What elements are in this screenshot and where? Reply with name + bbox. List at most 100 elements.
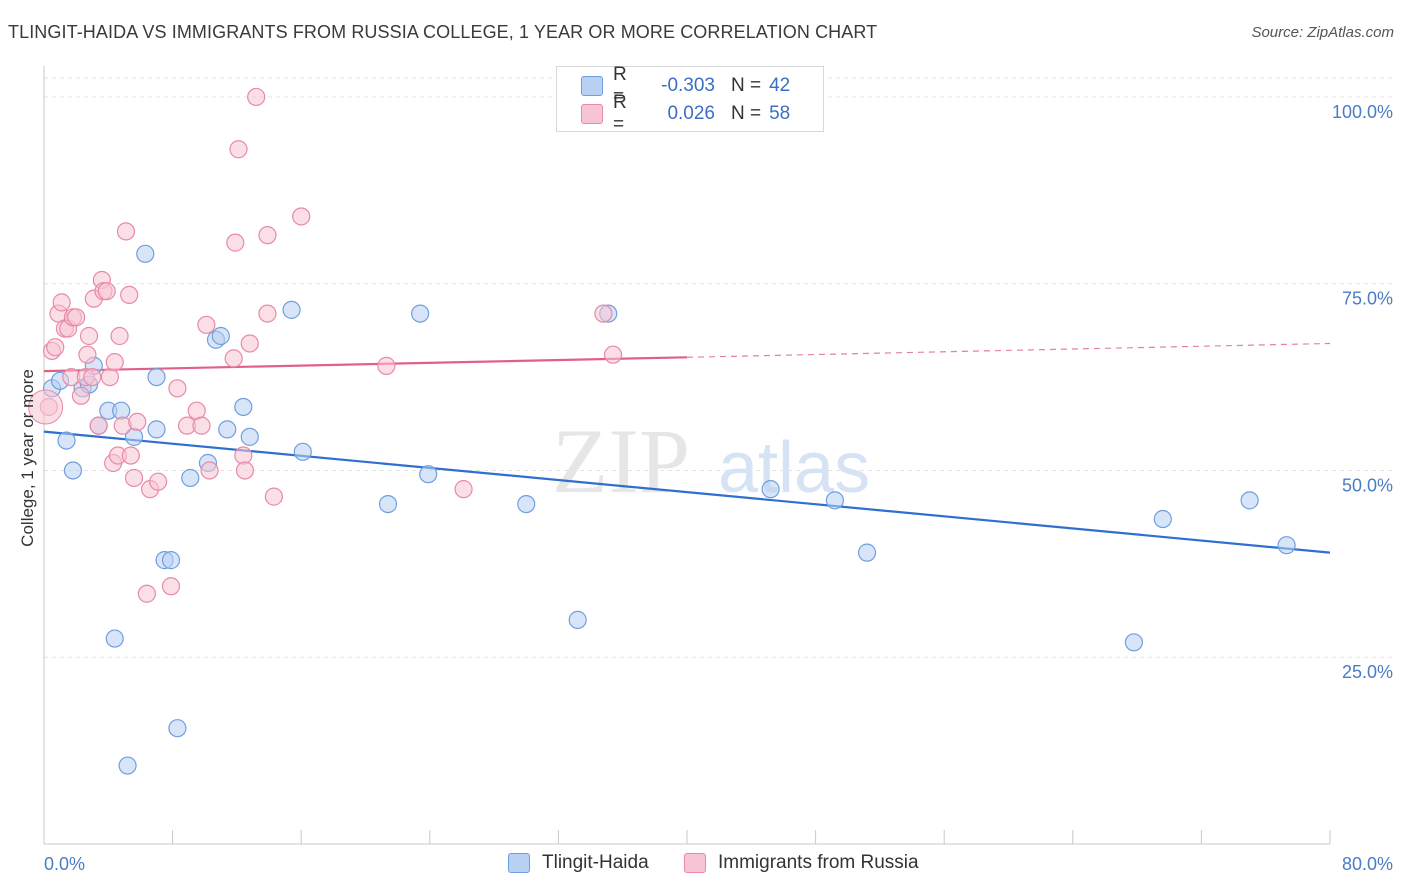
- point-tlingit-haida: [517, 494, 536, 514]
- trend-layer: [43, 342, 1331, 554]
- point-immigrants-russia: [234, 446, 253, 465]
- point-tlingit-haida: [282, 300, 301, 319]
- point-immigrants-russia: [46, 338, 65, 357]
- point-immigrants-russia: [67, 308, 86, 327]
- point-tlingit-haida: [1277, 536, 1296, 555]
- point-immigrants-russia: [161, 577, 181, 596]
- point-tlingit-haida: [1153, 509, 1172, 529]
- point-immigrants-russia: [110, 326, 129, 346]
- point-immigrants-russia: [197, 315, 216, 334]
- point-immigrants-russia: [137, 584, 156, 603]
- point-immigrants-russia: [454, 480, 473, 499]
- point-immigrants-russia: [240, 334, 259, 353]
- watermark: ZIP atlas: [552, 410, 870, 512]
- bottom-legend-russia: Immigrants from Russia: [684, 852, 919, 874]
- bottom-legend-swatch-blue: [508, 853, 530, 873]
- point-tlingit-haida: [378, 494, 398, 514]
- point-tlingit-haida: [1124, 633, 1143, 652]
- legend-n-label: N =: [731, 103, 762, 124]
- point-tlingit-haida: [857, 543, 877, 562]
- point-immigrants-russia: [52, 293, 71, 312]
- legend-r-label: R =: [613, 92, 627, 135]
- point-tlingit-haida: [181, 468, 200, 488]
- trendline-russia-dashed: [686, 342, 1331, 358]
- point-tlingit-haida: [63, 461, 83, 480]
- point-immigrants-russia: [97, 282, 116, 301]
- point-immigrants-russia: [168, 379, 187, 398]
- point-immigrants-russia: [235, 461, 255, 480]
- chart-title: TLINGIT-HAIDA VS IMMIGRANTS FROM RUSSIA …: [8, 22, 878, 42]
- point-immigrants-russia: [149, 472, 168, 491]
- point-immigrants-russia: [124, 468, 144, 488]
- point-immigrants-russia: [594, 304, 613, 323]
- bottom-legend-tlingit: Tlingit-Haida: [508, 852, 649, 874]
- point-immigrants-russia: [264, 487, 283, 506]
- point-immigrants-russia: [78, 345, 97, 364]
- x-tick-label-max: 80.0%: [1342, 854, 1393, 874]
- legend-r-value: 0.026: [667, 103, 715, 124]
- point-immigrants-russia: [192, 416, 211, 435]
- point-immigrants-russia: [224, 349, 243, 368]
- legend-swatch-pink: [581, 104, 603, 124]
- point-immigrants-russia: [229, 140, 248, 159]
- point-immigrants-russia: [128, 412, 147, 432]
- point-immigrants-russia: [71, 386, 91, 405]
- point-tlingit-haida: [112, 401, 131, 420]
- legend-r-value: -0.303: [661, 75, 715, 96]
- point-tlingit-haida: [411, 304, 430, 323]
- point-immigrants-russia: [258, 226, 277, 245]
- labels-layer: 25.0% 50.0% 75.0% 100.0% 0.0% 80.0% College, 1…: [18, 102, 1393, 874]
- y-axis-label: College, 1 year or more: [18, 369, 37, 547]
- point-tlingit-haida: [147, 367, 166, 387]
- point-tlingit-haida: [161, 551, 181, 570]
- legend-n-label: N =: [731, 75, 762, 96]
- point-tlingit-haida: [825, 491, 844, 510]
- point-immigrants-russia: [377, 356, 396, 375]
- watermark-atlas: atlas: [718, 428, 870, 508]
- point-immigrants-russia: [116, 222, 136, 241]
- bottom-legend-label: Immigrants from Russia: [718, 852, 919, 873]
- point-immigrants-russia: [258, 304, 277, 323]
- point-tlingit-haida: [419, 465, 438, 484]
- point-immigrants-russia: [226, 233, 245, 252]
- x-tick-label-min: 0.0%: [44, 854, 85, 874]
- legend-row-tlingit: R = -0.303 N = 42: [581, 64, 790, 107]
- legend-row-russia: R = 0.026 N = 58: [581, 92, 790, 135]
- point-tlingit-haida: [136, 244, 155, 263]
- y-tick-label: 25.0%: [1342, 662, 1393, 682]
- point-tlingit-haida: [211, 326, 230, 346]
- points-layer: [28, 87, 1296, 775]
- point-immigrants-russia: [121, 446, 140, 465]
- trendline-tlingit: [43, 430, 1331, 554]
- axes-layer: [43, 66, 1331, 845]
- point-tlingit-haida: [147, 420, 166, 439]
- legend-swatch-blue: [581, 76, 603, 96]
- point-tlingit-haida: [118, 756, 137, 775]
- point-tlingit-haida: [105, 629, 124, 648]
- point-tlingit-haida: [240, 427, 259, 446]
- point-tlingit-haida: [168, 719, 187, 738]
- point-immigrants-russia: [105, 353, 124, 372]
- point-immigrants-russia: [120, 285, 139, 305]
- bottom-legend-label: Tlingit-Haida: [542, 852, 649, 873]
- y-tick-label: 50.0%: [1342, 475, 1393, 495]
- point-immigrants-russia: [89, 416, 108, 435]
- y-tick-label: 75.0%: [1342, 289, 1393, 309]
- point-tlingit-haida: [218, 420, 237, 439]
- point-tlingit-haida: [293, 442, 312, 461]
- point-immigrants-russia: [79, 326, 99, 346]
- point-immigrants-russia-large: [28, 389, 64, 425]
- point-tlingit-haida: [234, 397, 253, 417]
- correlation-legend: R = -0.303 N = 42 R = 0.026 N = 58: [556, 64, 824, 135]
- point-immigrants-russia: [200, 461, 219, 480]
- point-tlingit-haida: [57, 431, 76, 450]
- point-tlingit-haida: [568, 610, 587, 629]
- trendline-russia-solid: [43, 356, 688, 373]
- point-immigrants-russia: [292, 207, 311, 226]
- point-tlingit-haida: [1240, 491, 1259, 510]
- point-immigrants-russia: [247, 87, 266, 107]
- bottom-legend-swatch-pink: [684, 853, 706, 873]
- watermark-zip: ZIP: [552, 410, 690, 512]
- point-immigrants-russia: [603, 345, 623, 364]
